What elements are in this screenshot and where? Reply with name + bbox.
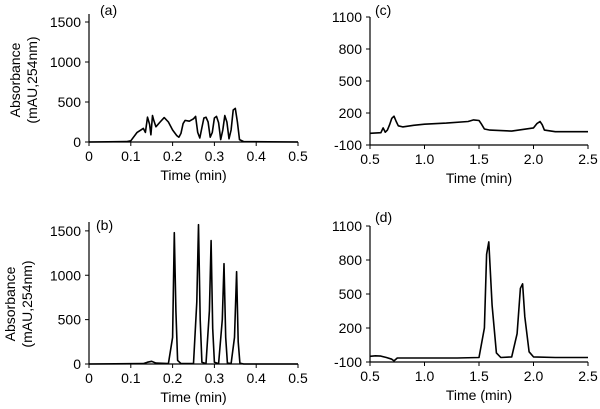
panel-label: (a): [100, 2, 117, 18]
y-axis-label: Absorbance: [7, 42, 23, 117]
y-tick-label: 800: [339, 41, 363, 57]
x-tick-label: 1.5: [469, 151, 489, 167]
x-tick-label: 0.4: [246, 370, 266, 386]
panel-d: 0.5 1.0 1.5 2.0 2.5 -100 200 500 800 1100 Time (mi…: [332, 209, 598, 403]
y-tick-label: 200: [339, 320, 363, 336]
y-tick-label: 1100: [332, 218, 362, 234]
x-tick-label: 2.5: [578, 368, 598, 384]
x-axis-label: Time (min): [446, 387, 512, 403]
x-tick-label: 0.5: [288, 370, 308, 386]
x-axis-label: Time (min): [160, 389, 226, 405]
x-tick-label: 2.0: [524, 151, 544, 167]
x-tick-label: 1.5: [469, 368, 489, 384]
panel-b: 0 0.1 0.2 0.3 0.4 0.5 0 500 1000 1500 Time (min) Ab…: [2, 217, 308, 405]
y-tick-label: 1500: [50, 223, 81, 239]
y-tick-label: 200: [339, 105, 363, 121]
y-axis-label-units: (mAU,254nm): [19, 260, 35, 347]
y-tick-label: 1000: [50, 267, 81, 283]
x-tick-label: 0.1: [121, 148, 141, 164]
series-line: [369, 241, 588, 362]
y-tick-label: 1100: [332, 9, 362, 25]
y-tick-label: 1500: [50, 14, 81, 30]
y-tick-label: 500: [58, 94, 82, 110]
panel-c: 0.5 1.0 1.5 2.0 2.5 -100 200 500 800 1100 Time (mi…: [332, 2, 598, 186]
panel-label: (b): [96, 217, 113, 233]
x-tick-label: 0: [85, 370, 93, 386]
series-line: [369, 115, 588, 135]
x-tick-label: 2.0: [524, 368, 544, 384]
x-tick-label: 0.1: [121, 370, 141, 386]
x-tick-label: 0: [85, 148, 93, 164]
y-axis-label: Absorbance: [2, 266, 18, 341]
x-tick-label: 0.5: [288, 148, 308, 164]
x-tick-label: 0.2: [163, 370, 183, 386]
y-tick-label: 500: [339, 286, 363, 302]
x-tick-label: 2.5: [578, 151, 598, 167]
x-tick-label: 1.0: [415, 368, 435, 384]
y-axis-label-units: (mAU,254nm): [24, 36, 40, 123]
panel-label: (d): [375, 209, 392, 225]
y-tick-label: 1000: [50, 54, 81, 70]
x-tick-label: 0.5: [360, 368, 380, 384]
y-tick-label: 500: [58, 312, 82, 328]
y-tick-label: 500: [339, 73, 363, 89]
x-tick-label: 0.2: [163, 148, 183, 164]
y-tick-label: 0: [73, 134, 81, 150]
y-tick-label: -100: [334, 354, 362, 370]
x-tick-label: 0.3: [205, 370, 225, 386]
panel-label: (c): [375, 2, 391, 18]
y-tick-label: -100: [334, 137, 362, 153]
y-tick-label: 0: [73, 356, 81, 372]
x-tick-label: 1.0: [415, 151, 435, 167]
x-tick-label: 0.5: [360, 151, 380, 167]
y-tick-label: 800: [339, 252, 363, 268]
series-line: [88, 223, 298, 365]
x-tick-label: 0.3: [205, 148, 225, 164]
x-tick-label: 0.4: [246, 148, 266, 164]
x-axis-label: Time (min): [160, 167, 226, 183]
series-line: [88, 107, 299, 143]
panel-a: 0 0.1 0.2 0.3 0.4 0.5 0 500 1000 1500 Time (min) Ab…: [7, 2, 308, 183]
x-axis-label: Time (min): [446, 170, 512, 186]
